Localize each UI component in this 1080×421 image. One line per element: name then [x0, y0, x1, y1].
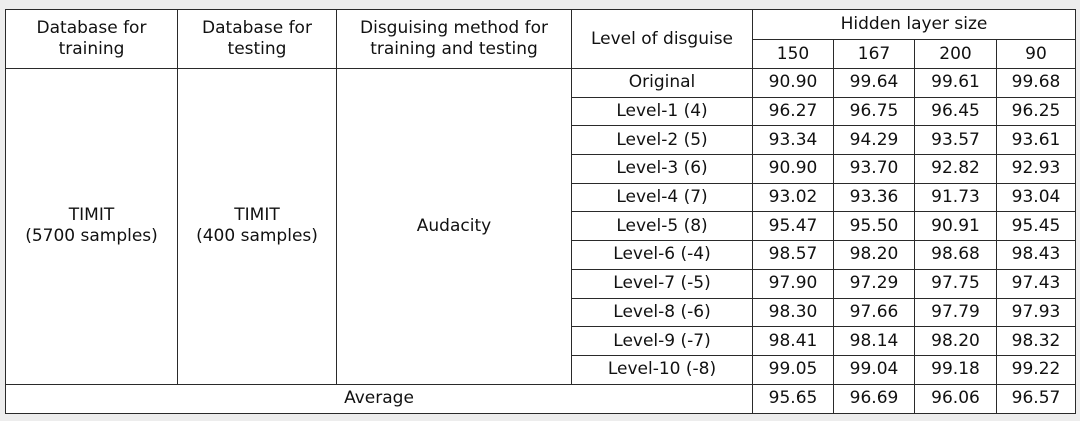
header-size-cell: 150 [752, 39, 834, 69]
value-cell: 93.02 [752, 182, 834, 213]
header-train-db-line2: training [58, 39, 125, 59]
table-row: Level-2 (5) 93.34 94.29 93.57 93.61 [6, 125, 1076, 156]
row-level: Level-8 (-6) [571, 297, 753, 328]
value-cell: 99.68 [996, 68, 1076, 98]
value-cell: 97.90 [752, 268, 834, 299]
row-level: Level-2 (5) [571, 125, 753, 156]
group-test-db-samples: (400 samples) [196, 226, 318, 247]
table-row: TIMIT (5700 samples) TIMIT (400 samples) A… [5, 68, 1076, 385]
group-train-db: TIMIT (5700 samples) [5, 68, 178, 385]
value-cell: 99.05 [752, 354, 834, 385]
average-value-cell: 95.65 [752, 383, 834, 414]
value-cell: 95.47 [752, 211, 834, 242]
value-cell: 93.57 [914, 125, 997, 156]
table-row: Level-10 (-8) 99.05 99.04 99.18 99.22 [6, 354, 1076, 385]
value-cell: 96.45 [914, 96, 997, 127]
header-size-cell: 200 [914, 39, 997, 69]
value-cell: 99.04 [833, 354, 915, 385]
value-cell: 98.41 [752, 326, 834, 356]
value-cell: 97.43 [996, 268, 1076, 299]
value-cell: 96.27 [752, 96, 834, 127]
row-level: Level-9 (-7) [571, 326, 753, 356]
value-cell: 90.90 [752, 154, 834, 184]
average-value-cell: 96.57 [996, 383, 1076, 414]
header-level: Level of disguise [571, 9, 753, 69]
group-test-db-name: TIMIT [234, 205, 280, 226]
row-level: Level-7 (-5) [571, 268, 753, 299]
table-row: Level-6 (-4) 98.57 98.20 98.68 98.43 [6, 240, 1076, 270]
value-cell: 98.30 [752, 297, 834, 328]
results-table: Database for training Database for testing… [5, 9, 1076, 414]
average-value-cell: 96.06 [914, 383, 997, 414]
header-hidden-layer-size: Hidden layer size [752, 9, 1076, 40]
header-size-cell: 167 [833, 39, 915, 69]
table-row: Level-9 (-7) 98.41 98.14 98.20 98.32 [6, 326, 1076, 356]
value-cell: 94.29 [833, 125, 915, 156]
value-cell: 93.61 [996, 125, 1076, 156]
group-test-db: TIMIT (400 samples) [177, 68, 337, 385]
value-cell: 97.75 [914, 268, 997, 299]
average-label: Average [5, 383, 753, 414]
value-cell: 90.91 [914, 211, 997, 242]
table-row: Level-1 (4) 96.27 96.75 96.45 96.25 [6, 96, 1076, 127]
row-level: Level-10 (-8) [571, 354, 753, 385]
header-test-db: Database for testing [177, 9, 337, 69]
table-row: Level-5 (8) 95.47 95.50 90.91 95.45 [6, 211, 1076, 242]
header-method: Disguising method for training and testin… [336, 9, 572, 69]
table-row: Level-3 (6) 90.90 93.70 92.82 92.93 [6, 154, 1076, 184]
value-cell: 99.64 [833, 68, 915, 98]
row-level: Level-6 (-4) [571, 240, 753, 270]
value-cell: 95.50 [833, 211, 915, 242]
value-cell: 99.18 [914, 354, 997, 385]
table-row: Level-4 (7) 93.02 93.36 91.73 93.04 [6, 182, 1076, 213]
value-cell: 98.20 [914, 326, 997, 356]
value-cell: 91.73 [914, 182, 997, 213]
table-row: Level-8 (-6) 98.30 97.66 97.79 97.93 [6, 297, 1076, 328]
value-cell: 92.82 [914, 154, 997, 184]
value-cell: 93.04 [996, 182, 1076, 213]
header-size-cell: 90 [996, 39, 1076, 69]
value-cell: 98.68 [914, 240, 997, 270]
value-cell: 95.45 [996, 211, 1076, 242]
header-method-line2: training and testing [370, 39, 538, 59]
group-train-db-name: TIMIT [68, 205, 115, 226]
value-cell: 93.36 [833, 182, 915, 213]
header-train-db-line1: Database for [36, 18, 147, 38]
value-cell: 97.29 [833, 268, 915, 299]
value-cell: 97.79 [914, 297, 997, 328]
row-level: Level-4 (7) [571, 182, 753, 213]
value-cell: 93.34 [752, 125, 834, 156]
header-test-db-line2: testing [227, 39, 287, 59]
row-level: Level-5 (8) [571, 211, 753, 242]
value-cell: 98.32 [996, 326, 1076, 356]
average-value-cell: 96.69 [833, 383, 915, 414]
value-cell: 98.43 [996, 240, 1076, 270]
row-level: Original [571, 68, 753, 98]
value-cell: 98.20 [833, 240, 915, 270]
average-row: Average 95.65 96.69 96.06 96.57 [5, 383, 1076, 414]
value-cell: 98.14 [833, 326, 915, 356]
row-level: Level-3 (6) [571, 154, 753, 184]
group-train-db-samples: (5700 samples) [25, 226, 158, 247]
value-cell: 97.66 [833, 297, 915, 328]
value-cell: 97.93 [996, 297, 1076, 328]
header-test-db-line1: Database for [202, 18, 312, 38]
value-cell: 99.61 [914, 68, 997, 98]
group-method: Audacity [336, 68, 572, 385]
value-cell: 96.75 [833, 96, 915, 127]
row-level: Level-1 (4) [571, 96, 753, 127]
results-table-wrapper: Database for training Database for testing… [5, 9, 1076, 414]
header-train-db: Database for training [5, 9, 178, 69]
value-cell: 93.70 [833, 154, 915, 184]
value-cell: 90.90 [752, 68, 834, 98]
value-cell: 98.57 [752, 240, 834, 270]
value-cell: 99.22 [996, 354, 1076, 385]
value-cell: 92.93 [996, 154, 1076, 184]
header-method-line1: Disguising method for [360, 18, 548, 38]
value-cell: 96.25 [996, 96, 1076, 127]
